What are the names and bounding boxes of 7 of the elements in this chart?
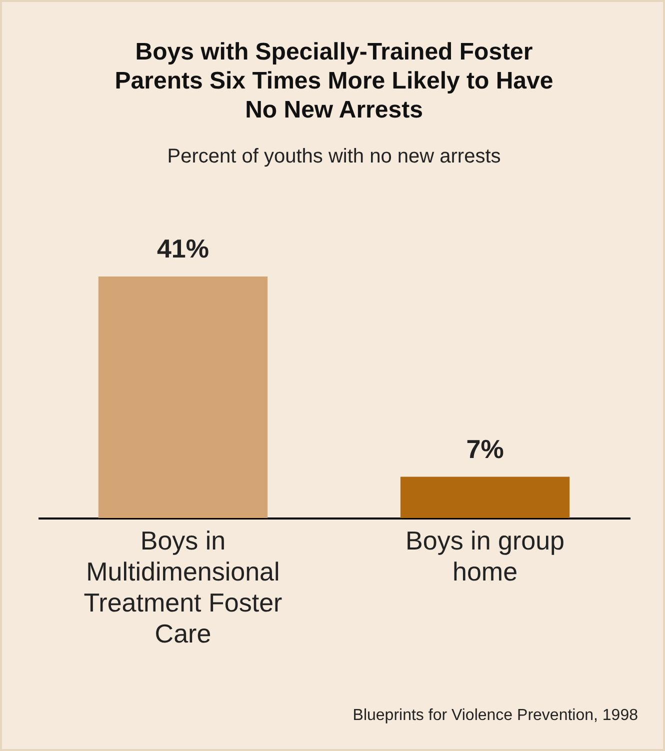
chart-title: Boys with Specially-Trained Foster Parents Six Times More Likely to Have No New Arrests: [114, 38, 554, 124]
x-tick-label: Boys in group home: [406, 526, 565, 586]
data-label: 7%: [466, 434, 504, 464]
text: Blueprints for Violence Prevention, 1998: [352, 707, 638, 724]
chart-subtitle: Percent of youths with no new arrests: [167, 146, 501, 168]
data-label: 41%: [156, 234, 210, 264]
x-tick-label: Boys in Multidimensional Treatment Foster Care: [84, 526, 283, 648]
